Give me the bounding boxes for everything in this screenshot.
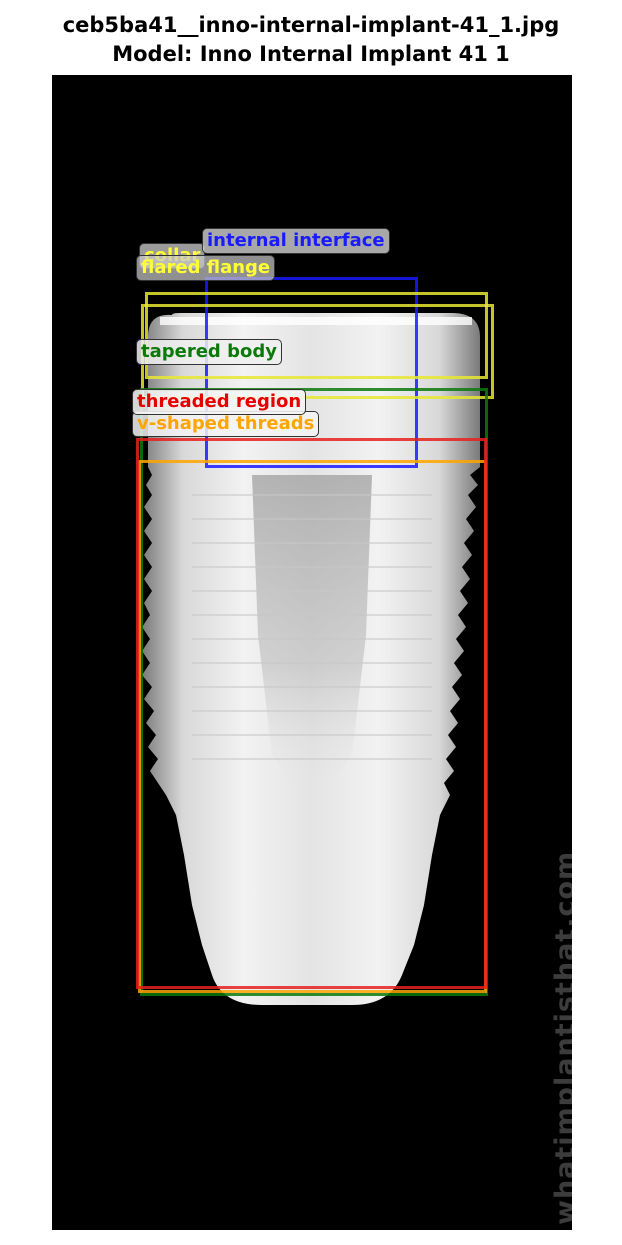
internal-connection-core [252, 475, 372, 795]
label-threaded-region: threaded region [132, 389, 307, 415]
bbox-threaded-region [136, 438, 487, 989]
thread-ridges [192, 494, 432, 760]
implant-radiograph [142, 313, 480, 1005]
figure-title-filename: ceb5ba41__inno-internal-implant-41_1.jpg [62, 13, 560, 37]
label-tapered-body: tapered body [136, 339, 282, 365]
watermark-text: whatimplantisthat.com [550, 850, 572, 1225]
label-flared-flange: flared flange [136, 255, 276, 281]
bbox-internal-interface [205, 277, 418, 468]
bbox-collar [145, 292, 488, 379]
figure-title-model: Model: Inno Internal Implant 41 1 [112, 42, 510, 66]
collar-highlight [160, 317, 472, 325]
label-v-shaped-threads: v-shaped threads [132, 411, 320, 437]
label-internal-interface: internal interface [202, 228, 390, 254]
